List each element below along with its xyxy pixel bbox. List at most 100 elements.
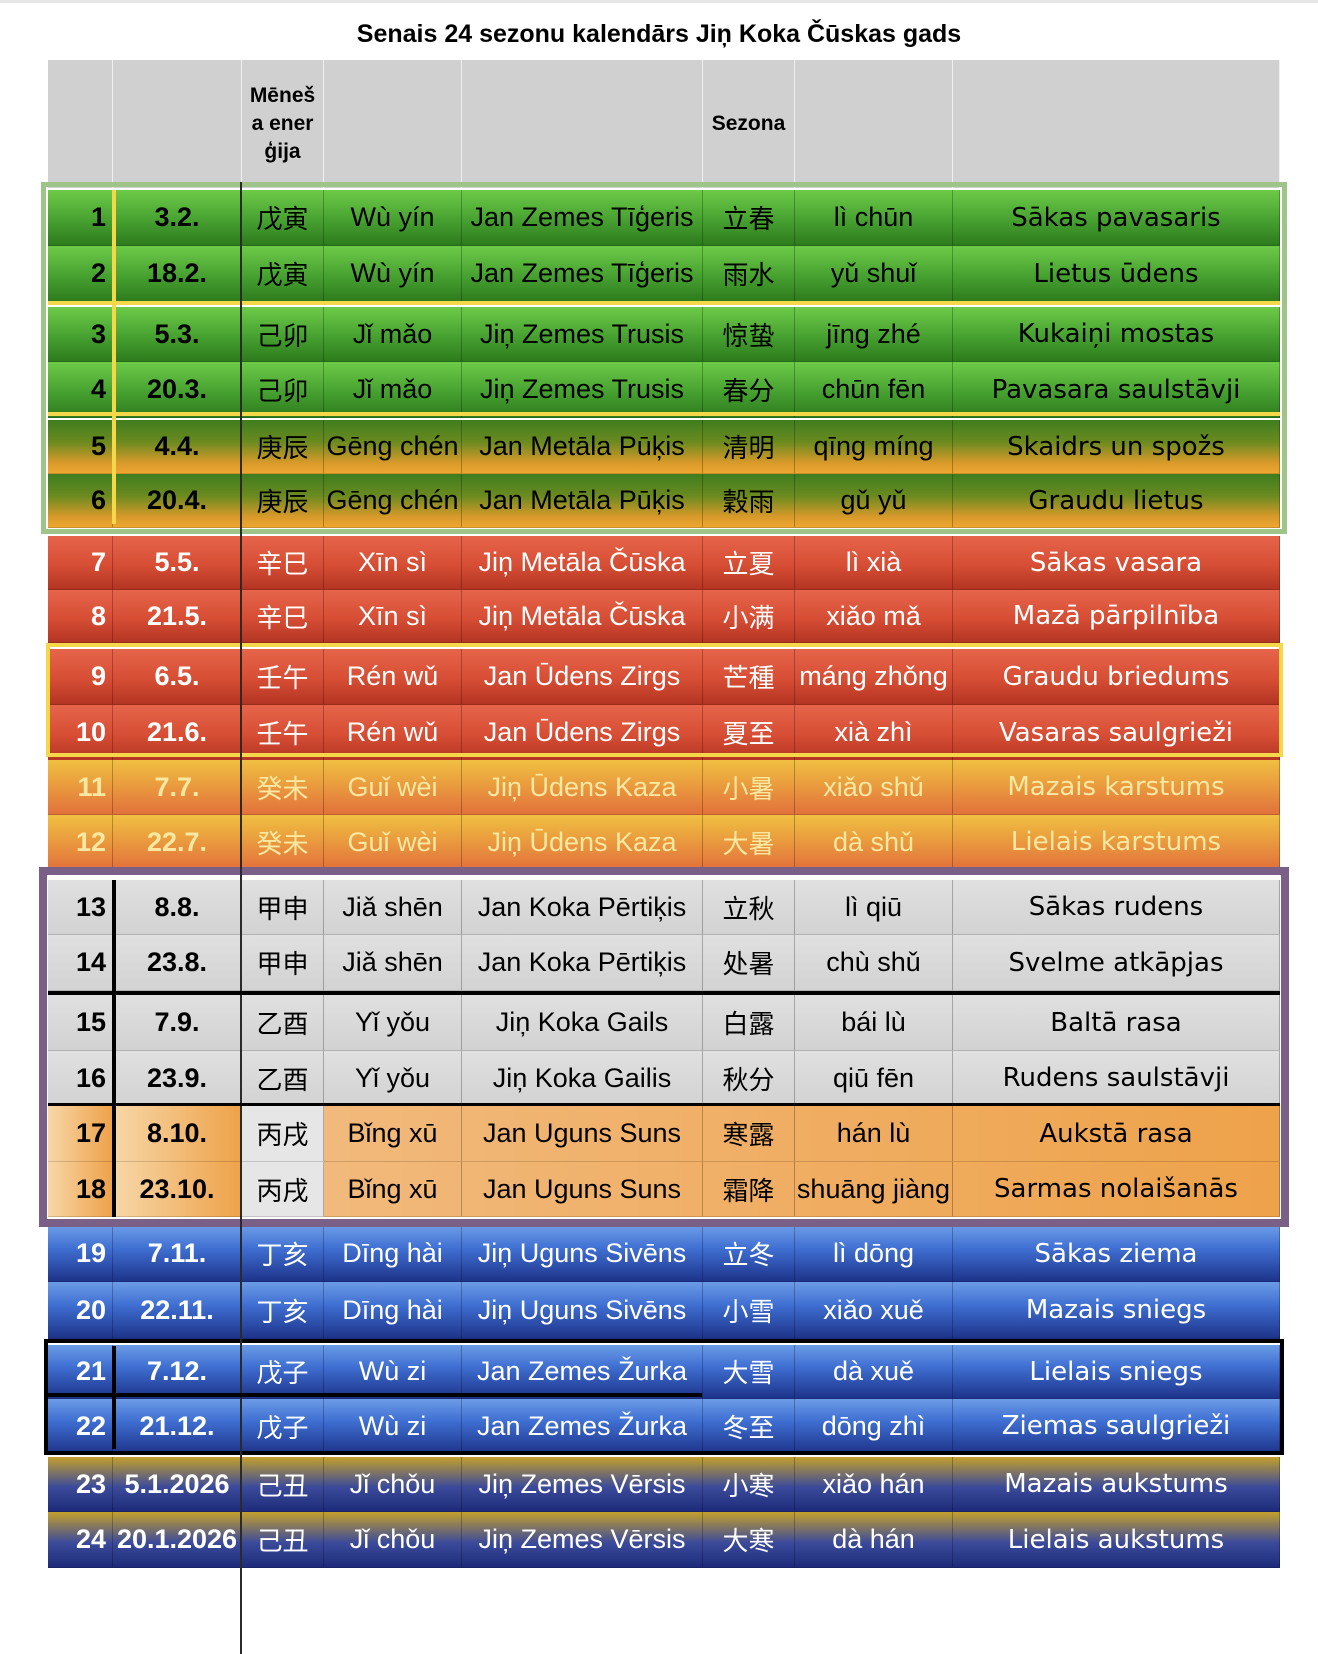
table-row: 22 21.12. 戊子 Wù zi Jan Zemes Žurka 冬至 dōng zhì… <box>48 1399 1280 1454</box>
row-number: 12 <box>48 815 113 870</box>
row-animal: Jan Uguns Suns <box>462 1106 703 1162</box>
row-animal: Jiņ Ūdens Kaza <box>462 815 703 870</box>
row-stem-branch: 丙戌 <box>242 1106 324 1162</box>
row-pinyin: Jǐ mǎo <box>324 307 462 362</box>
row-animal: Jiņ Koka Gailis <box>462 1051 703 1106</box>
row-solar-term: 霜降 <box>703 1162 795 1217</box>
row-animal: Jan Koka Pērtiķis <box>462 880 703 935</box>
row-solar-term: 春分 <box>703 362 795 418</box>
row-pinyin: Dīng hài <box>324 1282 462 1339</box>
row-stem-branch: 戊寅 <box>242 190 324 246</box>
table-row: 19 7.11. 丁亥 Dīng hài Jiņ Uguns Sivēns 立冬 lì dō… <box>48 1226 1280 1282</box>
row-term-pinyin: qiū fēn <box>795 1051 953 1106</box>
row-date: 21.5. <box>113 590 242 643</box>
table-row: 16 23.9. 乙酉 Yǐ yǒu Jiņ Koka Gailis 秋分 qiū fēn R… <box>48 1051 1280 1106</box>
row-number: 21 <box>48 1345 113 1399</box>
row-stem-branch: 己丑 <box>242 1457 324 1512</box>
header-cell-pinyin <box>324 60 462 188</box>
table-row: 10 21.6. 壬午 Rén wǔ Jan Ūdens Zirgs 夏至 xià zhì V… <box>48 705 1280 761</box>
row-stem-branch: 壬午 <box>242 649 324 705</box>
header-cell-animal <box>462 60 703 188</box>
row-solar-term: 芒種 <box>703 649 795 705</box>
row-pinyin: Jiǎ shēn <box>324 880 462 935</box>
row-date: 5.3. <box>113 307 242 362</box>
row-season-name: Pavasara saulstāvji <box>953 362 1280 418</box>
row-date: 6.5. <box>113 649 242 705</box>
row-number: 15 <box>48 995 113 1051</box>
row-stem-branch: 壬午 <box>242 705 324 761</box>
row-date: 22.7. <box>113 815 242 870</box>
row-season-name: Skaidrs un spožs <box>953 420 1280 474</box>
row-season-name: Mazais karstums <box>953 760 1280 815</box>
row-stem-branch: 戊寅 <box>242 246 324 302</box>
row-date: 23.9. <box>113 1051 242 1106</box>
row-pinyin: Rén wǔ <box>324 649 462 705</box>
row-season-name: Sākas pavasaris <box>953 190 1280 246</box>
row-term-pinyin: xià zhì <box>795 705 953 761</box>
table-row: 24 20.1.2026 己丑 Jǐ chǒu Jiņ Zemes Vērsis 大寒 dà… <box>48 1512 1280 1568</box>
row-date: 7.7. <box>113 760 242 815</box>
row-solar-term: 寒露 <box>703 1106 795 1162</box>
row-number: 11 <box>48 760 113 815</box>
row-date: 23.8. <box>113 935 242 991</box>
row-stem-branch: 辛巳 <box>242 590 324 643</box>
row-date: 8.10. <box>113 1106 242 1162</box>
row-pinyin: Dīng hài <box>324 1226 462 1282</box>
row-term-pinyin: xiǎo shǔ <box>795 760 953 815</box>
row-number: 23 <box>48 1457 113 1512</box>
row-number: 14 <box>48 935 113 991</box>
row-season-name: Lietus ūdens <box>953 246 1280 302</box>
row-term-pinyin: lì chūn <box>795 190 953 246</box>
row-date: 18.2. <box>113 246 242 302</box>
row-number: 6 <box>48 474 113 528</box>
row-date: 7.11. <box>113 1226 242 1282</box>
table-row: 15 7.9. 乙酉 Yǐ yǒu Jiņ Koka Gails 白露 bái lù Balt… <box>48 995 1280 1051</box>
row-animal: Jiņ Ūdens Kaza <box>462 760 703 815</box>
row-stem-branch: 庚辰 <box>242 420 324 474</box>
row-season-name: Sākas rudens <box>953 880 1280 935</box>
row-animal: Jiņ Uguns Sivēns <box>462 1226 703 1282</box>
row-season-name: Kukaiņi mostas <box>953 307 1280 362</box>
row-number: 8 <box>48 590 113 643</box>
row-solar-term: 雨水 <box>703 246 795 302</box>
header-cell-number <box>48 60 113 188</box>
row-number: 13 <box>48 880 113 935</box>
row-solar-term: 秋分 <box>703 1051 795 1106</box>
row-stem-branch: 癸未 <box>242 815 324 870</box>
row-stem-branch: 丁亥 <box>242 1282 324 1339</box>
row-animal: Jan Metāla Pūķis <box>462 474 703 528</box>
row-date: 5.1.2026 <box>113 1457 242 1512</box>
row-stem-branch: 辛巳 <box>242 536 324 590</box>
row-term-pinyin: xiǎo hán <box>795 1457 953 1512</box>
row-season-name: Graudu briedums <box>953 649 1280 705</box>
row-term-pinyin: lì qiū <box>795 880 953 935</box>
row-animal: Jan Zemes Tīģeris <box>462 246 703 302</box>
row-season-name: Mazā pārpilnība <box>953 590 1280 643</box>
row-animal: Jiņ Metāla Čūska <box>462 590 703 643</box>
table-row: 20 22.11. 丁亥 Dīng hài Jiņ Uguns Sivēns 小雪 xiǎo… <box>48 1282 1280 1339</box>
row-season-name: Mazais aukstums <box>953 1457 1280 1512</box>
table-row: 5 4.4. 庚辰 Gēng chén Jan Metāla Pūķis 清明 qīng m… <box>48 420 1280 474</box>
row-number: 16 <box>48 1051 113 1106</box>
row-term-pinyin: shuāng jiàng <box>795 1162 953 1217</box>
row-stem-branch: 戊子 <box>242 1345 324 1399</box>
row-season-name: Vasaras saulgrieži <box>953 705 1280 761</box>
row-number: 3 <box>48 307 113 362</box>
row-number: 24 <box>48 1512 113 1568</box>
row-season-name: Lielais karstums <box>953 815 1280 870</box>
row-animal: Jiņ Zemes Trusis <box>462 362 703 418</box>
table-row: 14 23.8. 甲申 Jiǎ shēn Jan Koka Pērtiķis 处暑 chù … <box>48 935 1280 991</box>
row-solar-term: 惊蛰 <box>703 307 795 362</box>
row-pinyin: Bǐng xū <box>324 1106 462 1162</box>
row-number: 18 <box>48 1162 113 1217</box>
row-animal: Jiņ Uguns Sivēns <box>462 1282 703 1339</box>
row-stem-branch: 丙戌 <box>242 1162 324 1217</box>
row-date: 21.6. <box>113 705 242 761</box>
row-term-pinyin: dà hán <box>795 1512 953 1568</box>
row-pinyin: Bǐng xū <box>324 1162 462 1217</box>
header-season: Sezona <box>703 60 795 188</box>
row-solar-term: 冬至 <box>703 1399 795 1454</box>
table-row: 12 22.7. 癸未 Guǐ wèi Jiņ Ūdens Kaza 大暑 dà shǔ Li… <box>48 815 1280 870</box>
row-number: 1 <box>48 190 113 246</box>
row-animal: Jan Zemes Tīģeris <box>462 190 703 246</box>
